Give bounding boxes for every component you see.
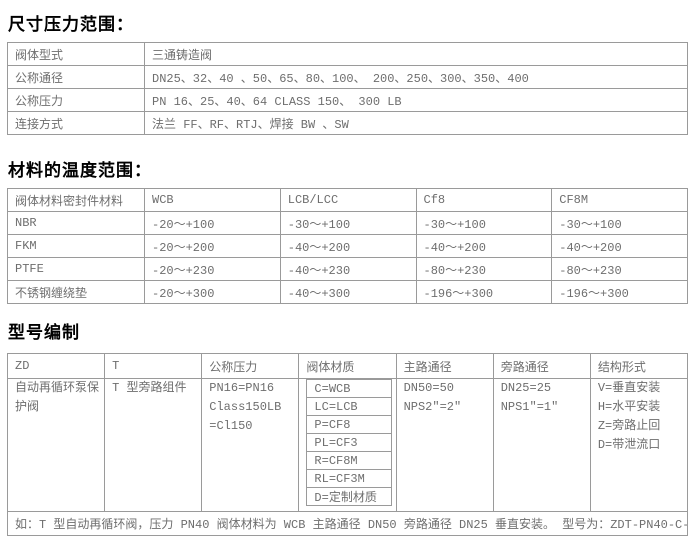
row-value-nominal-pressure: PN 16、25、40、64 CLASS 150、 300 LB: [144, 88, 688, 112]
temperature-range: -20～+300: [144, 280, 281, 304]
temperature-range: -20～+200: [144, 234, 281, 258]
seal-material-name: PTFE: [7, 257, 145, 281]
model-example-note: 如：T 型自动再循环阀，压力 PN40 阀体材料为 WCB 主路通径 DN50 …: [7, 511, 688, 536]
main-diameter-codes-cell: DN50=50 NPS2″=2″: [395, 378, 494, 512]
material-code: R=CF8M: [306, 451, 392, 470]
temperature-range: -40～+300: [279, 280, 417, 304]
temperature-range: -40～+200: [279, 234, 417, 258]
material-temperature-table: 阀体材料密封件材料 WCB LCB/LCC Cf8 CF8M NBR -20～+…: [7, 188, 688, 304]
bypass-diameter-code: NPS1″=1″: [500, 400, 559, 414]
temperature-range: -196～+300: [415, 280, 553, 304]
row-label-nominal-pressure: 公称压力: [7, 88, 145, 112]
row-label-connection-type: 连接方式: [7, 111, 145, 135]
temperature-range: -196～+300: [551, 280, 688, 304]
zd-meaning-cell: 自动再循环泵保护阀: [6, 378, 106, 512]
temperature-range: -30～+100: [279, 211, 417, 235]
section-title-material-temperature: 材料的温度范围：: [8, 161, 152, 180]
table-row-ptfe: PTFE -20～+230 -40～+230 -80～+230 -80～+230: [7, 257, 688, 281]
table-row-fkm: FKM -20～+200 -40～+200 -40～+200 -40～+200: [7, 234, 688, 258]
col-header-structure-form: 结构形式: [589, 353, 689, 379]
table-note-row: 如：T 型自动再循环阀，压力 PN40 阀体材料为 WCB 主路通径 DN50 …: [7, 511, 688, 536]
table-row: 阀体型式 三通铸造阀: [7, 42, 688, 66]
col-header-zd: ZD: [6, 353, 106, 379]
temperature-range: -40～+230: [279, 257, 417, 281]
structure-form-code: H=水平安装: [597, 400, 661, 414]
material-code: D=定制材质: [306, 487, 392, 506]
col-header-nominal-pressure: 公称压力: [201, 353, 300, 379]
row-value-valve-body-type: 三通铸造阀: [144, 42, 688, 66]
structure-form-code: V=垂直安装: [597, 381, 661, 395]
body-material-codes-subtable: C=WCB LC=LCB P=CF8 PL=CF3 R=CF8M RL=CF3M…: [306, 379, 392, 506]
temperature-range: -20～+100: [144, 211, 281, 235]
table-row-spiral-gasket: 不锈钢缠绕垫 -20～+300 -40～+300 -196～+300 -196～…: [7, 280, 688, 304]
seal-material-name: NBR: [7, 211, 145, 235]
material-code: LC=LCB: [306, 397, 392, 416]
bypass-diameter-code: DN25=25: [500, 381, 552, 395]
main-diameter-code: DN50=50: [403, 381, 454, 395]
section-title-model-numbering: 型号编制: [8, 323, 80, 342]
col-header-wcb: WCB: [144, 188, 281, 212]
row-label-nominal-diameter: 公称通径: [7, 65, 145, 89]
temperature-range: -80～+230: [551, 257, 688, 281]
table-row: 公称通径 DN25、32、40 、50、65、80、100、 200、250、3…: [7, 65, 688, 89]
bypass-diameter-codes-cell: DN25=25 NPS1″=1″: [492, 378, 591, 512]
table-row: 公称压力 PN 16、25、40、64 CLASS 150、 300 LB: [7, 88, 688, 112]
pressure-code: Class150LB: [209, 400, 282, 414]
col-header-main-diameter: 主路通径: [395, 353, 494, 379]
col-header-material: 阀体材料密封件材料: [7, 188, 145, 212]
temperature-range: -30～+100: [551, 211, 688, 235]
table-body-row: 自动再循环泵保护阀 T 型旁路组件 PN16=PN16 Class150LB =…: [6, 378, 689, 512]
seal-material-name: FKM: [7, 234, 145, 258]
table-header-row: ZD T 公称压力 阀体材质 主路通径 旁路通径 结构形式: [6, 353, 689, 379]
row-label-valve-body-type: 阀体型式: [7, 42, 145, 66]
row-value-nominal-diameter: DN25、32、40 、50、65、80、100、 200、250、300、35…: [144, 65, 688, 89]
section-title-size-pressure: 尺寸压力范围：: [8, 15, 134, 34]
col-header-cf8: Cf8: [415, 188, 553, 212]
material-code: P=CF8: [306, 415, 392, 434]
col-header-t: T: [104, 353, 203, 379]
structure-form-codes-cell: V=垂直安装 H=水平安装 Z=旁路止回 D=带泄流口: [589, 378, 689, 512]
structure-form-code: D=带泄流口: [597, 438, 661, 452]
body-material-codes-cell: C=WCB LC=LCB P=CF8 PL=CF3 R=CF8M RL=CF3M…: [298, 378, 397, 512]
row-value-connection-type: 法兰 FF、RF、RTJ、焊接 BW 、SW: [144, 111, 688, 135]
table-header-row: 阀体材料密封件材料 WCB LCB/LCC Cf8 CF8M: [7, 188, 688, 212]
material-code: RL=CF3M: [306, 469, 392, 488]
main-diameter-code: NPS2″=2″: [403, 400, 462, 414]
material-code: PL=CF3: [306, 433, 392, 452]
pressure-code: =Cl150: [209, 419, 253, 433]
structure-form-code: Z=旁路止回: [597, 419, 661, 433]
pressure-codes-cell: PN16=PN16 Class150LB =Cl150: [201, 378, 300, 512]
material-code: C=WCB: [306, 379, 392, 398]
temperature-range: -80～+230: [415, 257, 553, 281]
temperature-range: -40～+200: [551, 234, 688, 258]
size-pressure-table: 阀体型式 三通铸造阀 公称通径 DN25、32、40 、50、65、80、100…: [7, 42, 688, 135]
col-header-bypass-diameter: 旁路通径: [492, 353, 591, 379]
seal-material-name: 不锈钢缠绕垫: [7, 280, 145, 304]
t-meaning-cell: T 型旁路组件: [104, 378, 203, 512]
table-row-nbr: NBR -20～+100 -30～+100 -30～+100 -30～+100: [7, 211, 688, 235]
temperature-range: -30～+100: [415, 211, 553, 235]
model-numbering-table: ZD T 公称压力 阀体材质 主路通径 旁路通径 结构形式 自动再循环泵保护阀 …: [6, 353, 689, 536]
temperature-range: -40～+200: [415, 234, 553, 258]
temperature-range: -20～+230: [144, 257, 281, 281]
col-header-cf8m: CF8M: [551, 188, 688, 212]
col-header-body-material: 阀体材质: [298, 353, 397, 379]
col-header-lcb-lcc: LCB/LCC: [279, 188, 417, 212]
pressure-code: PN16=PN16: [209, 381, 275, 395]
table-row: 连接方式 法兰 FF、RF、RTJ、焊接 BW 、SW: [7, 111, 688, 135]
